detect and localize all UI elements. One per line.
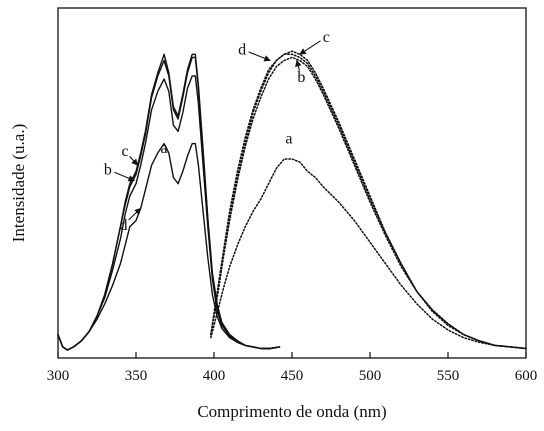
series-line-5 <box>210 158 527 350</box>
series-layer <box>57 50 527 351</box>
curve-label: d <box>238 41 246 58</box>
series-line-8 <box>210 53 527 350</box>
x-tick-label: 350 <box>125 368 148 384</box>
x-tick-label: 400 <box>203 368 226 384</box>
curve-label-arrow <box>129 155 139 166</box>
x-tick-label: 500 <box>359 368 382 384</box>
curve-label: c <box>323 29 330 46</box>
curve-label: c <box>122 143 129 160</box>
curve-label: a <box>285 131 292 148</box>
curve-label: b <box>297 69 305 86</box>
curve-label-arrow <box>114 171 136 182</box>
x-tick-label: 550 <box>437 368 460 384</box>
curve-label-arrow <box>299 40 321 55</box>
curve-label: d <box>120 217 128 234</box>
plot-area-frame <box>57 7 527 359</box>
x-axis-ticks: 300 350 400 450 500 550 600 <box>47 352 538 384</box>
series-line-2 <box>57 75 281 351</box>
curve-label-arrow <box>248 51 271 62</box>
curve-label: a <box>161 140 168 157</box>
x-axis-label: Comprimento de onda (nm) <box>197 402 386 421</box>
series-line-1 <box>57 142 281 351</box>
curve-label: b <box>104 161 112 178</box>
curve-label-arrow <box>295 59 302 71</box>
series-line-6 <box>210 56 527 350</box>
curve-label-arrow <box>128 207 142 221</box>
series-line-4 <box>57 53 281 351</box>
series-line-7 <box>210 50 527 350</box>
series-line-3 <box>57 56 281 351</box>
x-tick-label: 450 <box>281 368 304 384</box>
x-tick-label: 300 <box>47 368 70 384</box>
x-tick-label: 600 <box>515 368 538 384</box>
y-axis-label: Intensidade (u.a.) <box>9 124 28 242</box>
